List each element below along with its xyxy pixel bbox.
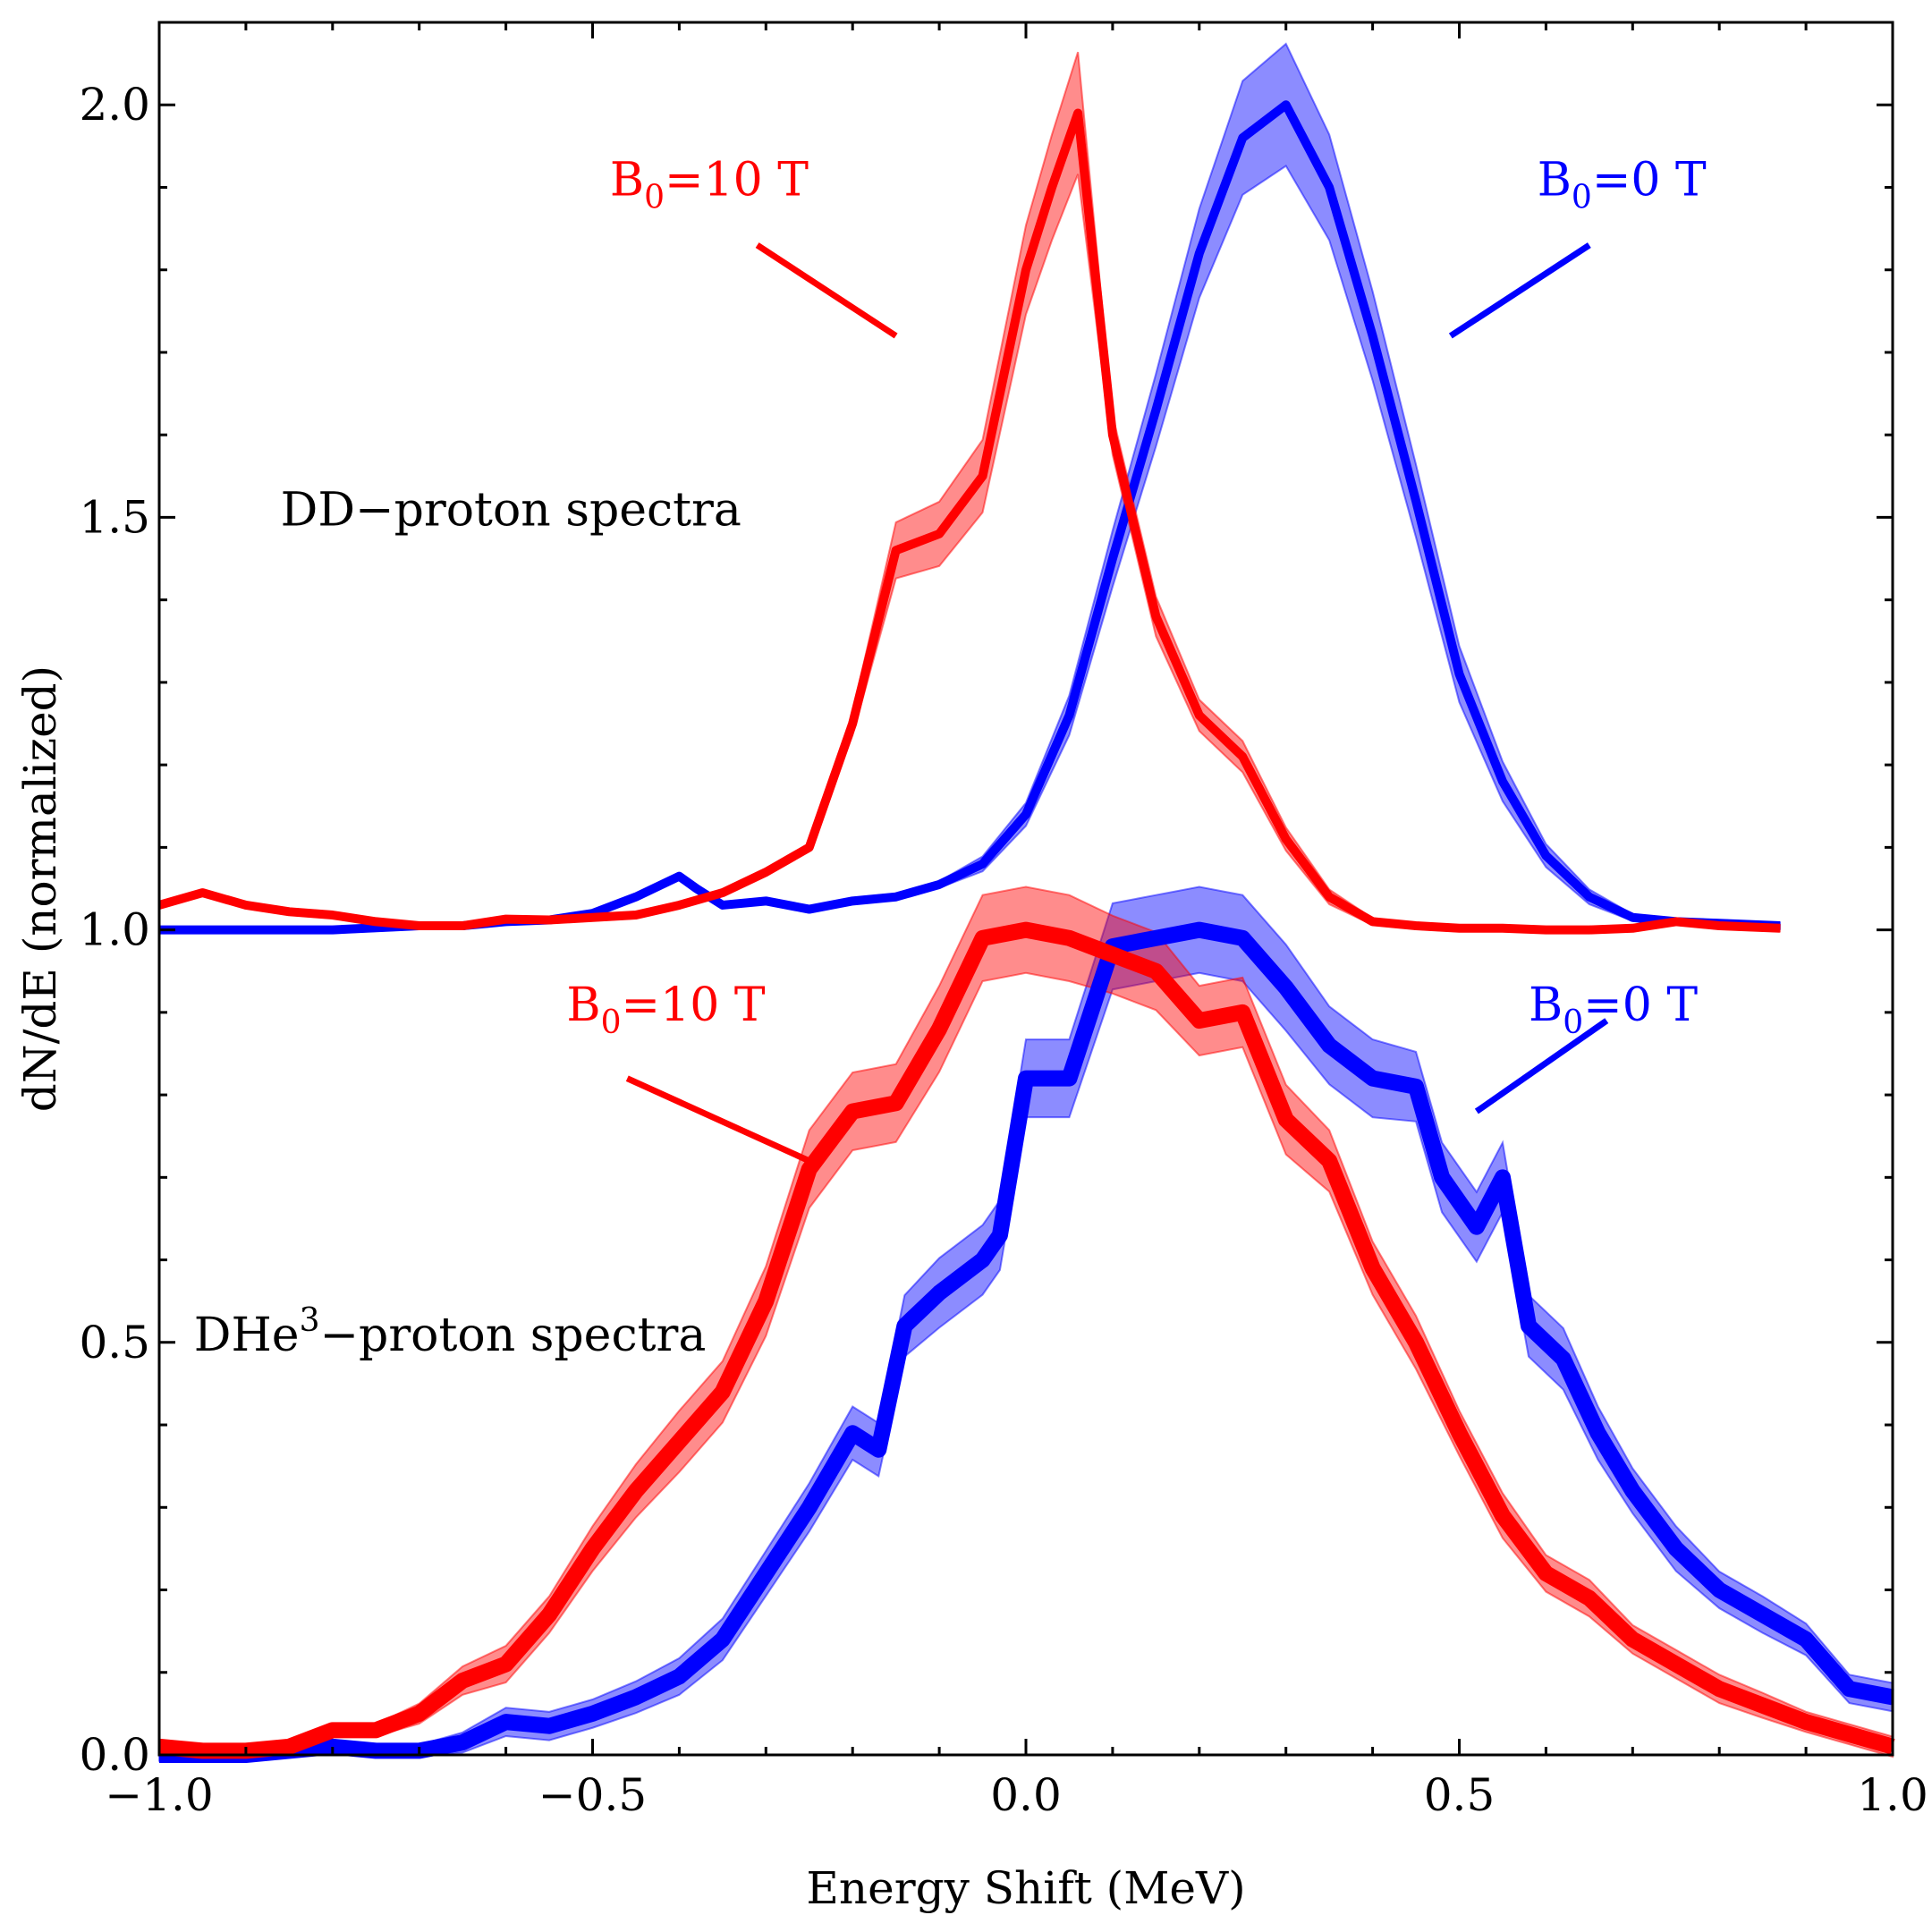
annotation-dd-title: DD−proton spectra xyxy=(281,484,741,538)
x-tick-label: −1.0 xyxy=(105,1769,213,1821)
pointer-dd-blue-label xyxy=(1448,242,1591,339)
pointer-dhe3-blue-label xyxy=(1474,1018,1609,1114)
series-line-1 xyxy=(157,108,1781,935)
y-tick-label: 1.5 xyxy=(79,491,150,543)
series-line-3 xyxy=(158,921,1895,1759)
y-tick-label: 0.0 xyxy=(79,1729,150,1781)
pointer-dd-red-label xyxy=(755,242,898,339)
y-tick-label: 0.5 xyxy=(79,1317,150,1368)
plot-frame xyxy=(157,21,1894,1757)
series-line-2 xyxy=(159,921,1894,1763)
pointer-dhe3-red-label xyxy=(625,1075,811,1165)
x-tick-label: −0.5 xyxy=(538,1769,647,1821)
annotation-dhe3-title: DHe3−proton spectra xyxy=(194,1302,707,1362)
annotation-dhe3-red-label: B0=10 T xyxy=(566,979,765,1041)
y-tick-label: 2.0 xyxy=(79,79,150,131)
series-lines xyxy=(157,100,1895,1763)
annotation-pointers xyxy=(625,242,1609,1165)
x-axis-title: Energy Shift (MeV) xyxy=(806,1862,1245,1914)
x-tick-label: 0.5 xyxy=(1424,1769,1496,1821)
y-tick-label: 1.0 xyxy=(79,904,150,956)
x-tick-label: 0.0 xyxy=(990,1769,1062,1821)
annotation-dd-blue-label: B0=0 T xyxy=(1538,154,1707,216)
annotation-dhe3-blue-label: B0=0 T xyxy=(1529,979,1698,1041)
y-axis-title: dN/dE (normalized) xyxy=(14,665,66,1112)
annotation-dd-red-label: B0=10 T xyxy=(610,154,809,216)
annotations: DD−proton spectra DHe3−proton spectra B0=1… xyxy=(194,154,1707,1362)
x-tick-label: 1.0 xyxy=(1857,1769,1928,1821)
tick-labels: −1.0 −0.5 0.0 0.5 1.0 0.0 0.5 1.0 1.5 2.0 xyxy=(79,79,1928,1821)
